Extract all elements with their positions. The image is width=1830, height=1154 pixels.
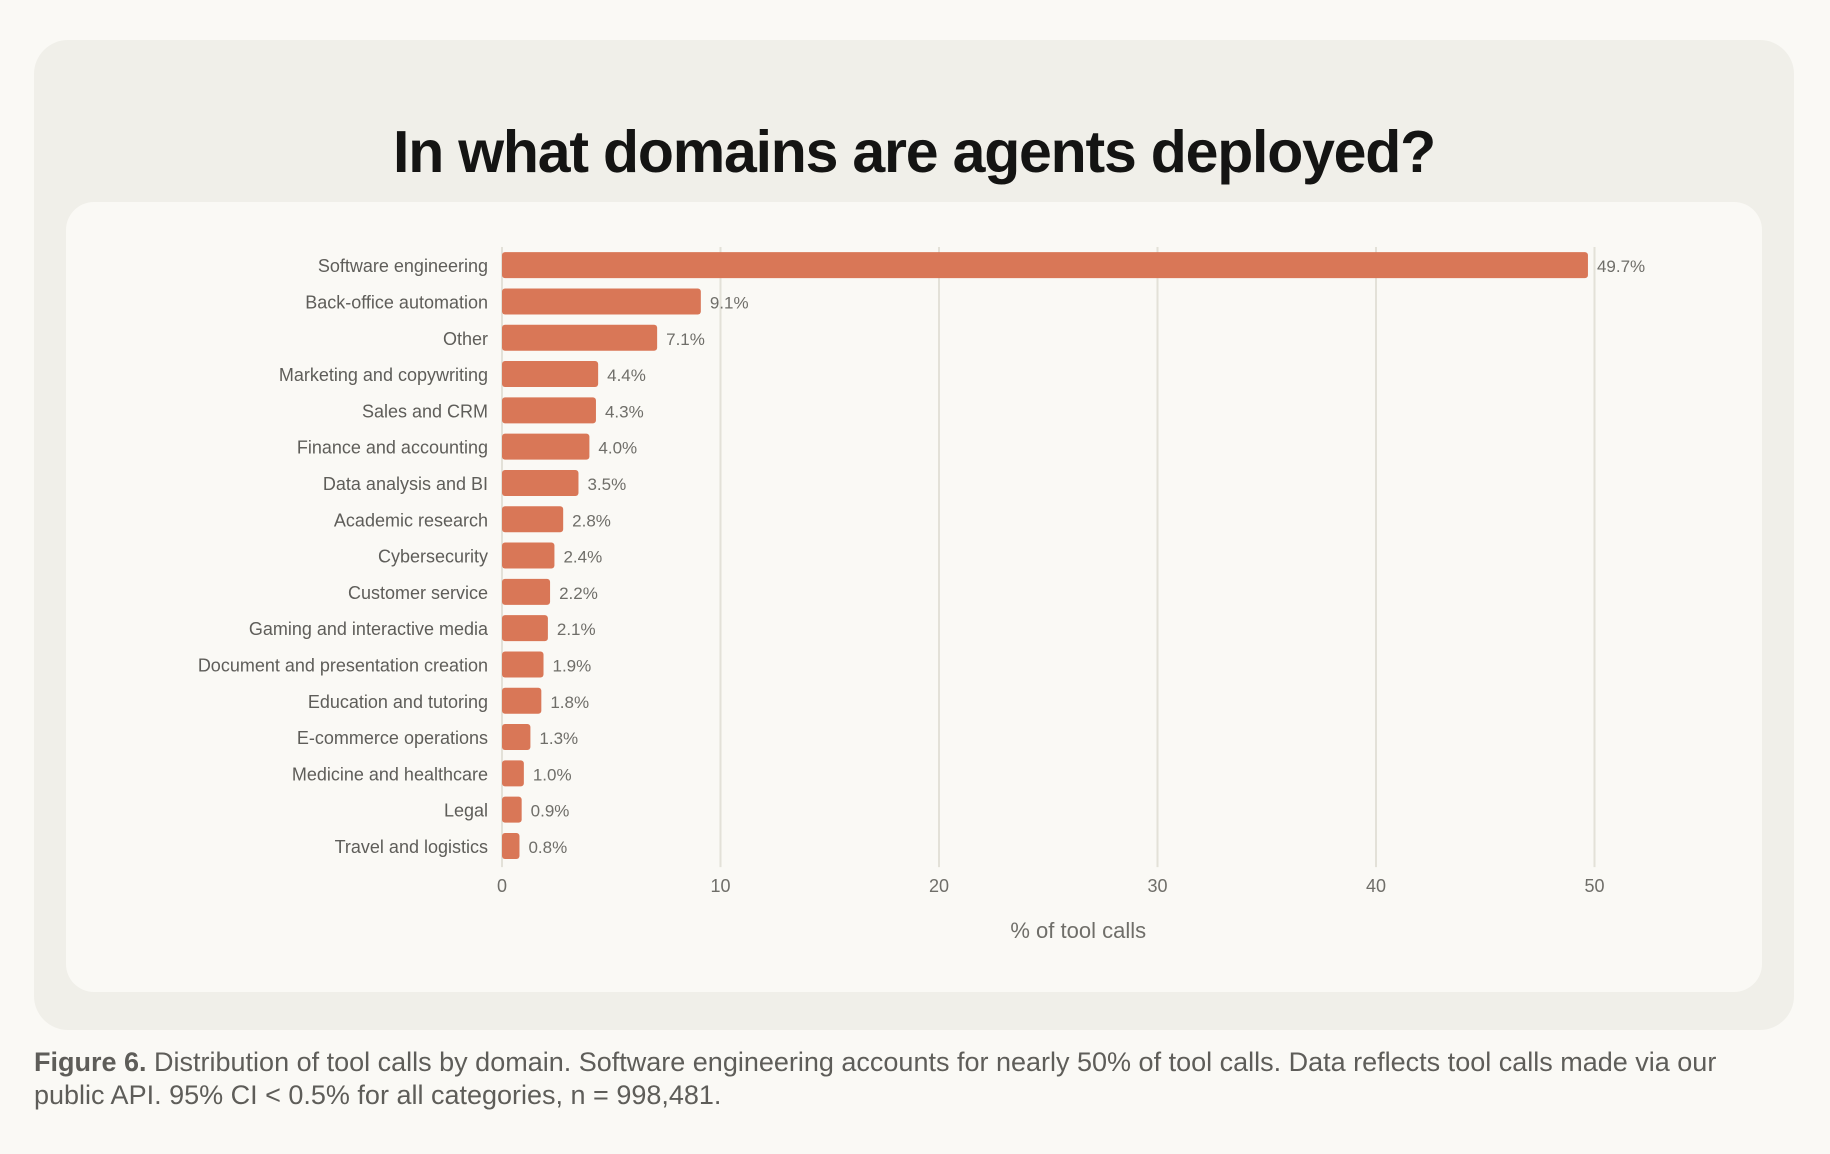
x-tick-label: 50 bbox=[1584, 876, 1604, 896]
bar bbox=[502, 760, 524, 787]
bar bbox=[502, 832, 520, 859]
chart-title: In what domains are agents deployed? bbox=[393, 119, 1436, 185]
category-label: Back-office automation bbox=[305, 292, 488, 312]
category-label: Medicine and healthcare bbox=[292, 764, 488, 784]
category-label: Marketing and copywriting bbox=[279, 365, 488, 385]
category-label: Education and tutoring bbox=[308, 692, 488, 712]
value-label: 1.3% bbox=[539, 729, 578, 748]
value-label: 0.9% bbox=[531, 802, 570, 821]
chart-panel: 0 10 20 30 40 50 Software engineering 49.7% Back… bbox=[66, 202, 1762, 992]
bar bbox=[502, 469, 579, 496]
category-label: Document and presentation creation bbox=[198, 655, 488, 675]
bar bbox=[502, 288, 701, 315]
figure-card: In what domains are agents deployed? 0 10… bbox=[34, 40, 1794, 1030]
figure-caption: Figure 6. Distribution of tool calls by … bbox=[34, 1046, 1794, 1112]
value-label: 2.4% bbox=[563, 548, 602, 567]
bar bbox=[502, 615, 548, 642]
category-label: Data analysis and BI bbox=[323, 474, 488, 494]
x-axis-label: % of tool calls bbox=[1010, 918, 1146, 943]
bar bbox=[502, 687, 542, 714]
x-tick-label: 0 bbox=[497, 876, 507, 896]
value-label: 2.2% bbox=[559, 584, 598, 603]
category-label: Sales and CRM bbox=[362, 401, 488, 421]
category-label: Gaming and interactive media bbox=[249, 619, 489, 639]
bar bbox=[502, 361, 599, 388]
bar-chart: 0 10 20 30 40 50 Software engineering 49.7% Back… bbox=[198, 247, 1645, 943]
category-label: Other bbox=[443, 329, 488, 349]
x-tick-label: 30 bbox=[1147, 876, 1167, 896]
value-label: 4.4% bbox=[607, 366, 646, 385]
bar bbox=[502, 397, 596, 424]
value-label: 2.8% bbox=[572, 511, 611, 530]
value-label: 4.0% bbox=[598, 439, 637, 458]
bar bbox=[502, 651, 544, 678]
value-label: 7.1% bbox=[666, 330, 705, 349]
category-label: E-commerce operations bbox=[297, 728, 488, 748]
x-tick-label: 40 bbox=[1366, 876, 1386, 896]
value-label: 4.3% bbox=[605, 402, 644, 421]
category-label: Finance and accounting bbox=[297, 438, 488, 458]
value-label: 1.8% bbox=[550, 693, 589, 712]
caption-label: Figure 6. bbox=[34, 1047, 147, 1077]
bar bbox=[502, 796, 522, 823]
bar bbox=[502, 252, 1588, 279]
category-label: Legal bbox=[444, 801, 488, 821]
value-label: 1.0% bbox=[533, 765, 572, 784]
bar bbox=[502, 433, 590, 460]
bar bbox=[502, 542, 555, 569]
category-label: Customer service bbox=[348, 583, 488, 603]
value-label: 3.5% bbox=[587, 475, 626, 494]
x-tick-label: 20 bbox=[929, 876, 949, 896]
value-label: 0.8% bbox=[528, 838, 567, 857]
value-label: 49.7% bbox=[1597, 257, 1645, 276]
x-tick-label: 10 bbox=[710, 876, 730, 896]
bar bbox=[502, 506, 564, 533]
category-label: Cybersecurity bbox=[378, 547, 488, 567]
caption-text: Distribution of tool calls by domain. So… bbox=[34, 1047, 1717, 1110]
value-label: 1.9% bbox=[553, 656, 592, 675]
value-label: 2.1% bbox=[557, 620, 596, 639]
bar bbox=[502, 324, 658, 351]
value-label: 9.1% bbox=[710, 293, 749, 312]
bar bbox=[502, 724, 531, 751]
bar bbox=[502, 578, 551, 605]
category-label: Travel and logistics bbox=[335, 837, 488, 857]
category-label: Academic research bbox=[334, 510, 488, 530]
category-label: Software engineering bbox=[318, 256, 488, 276]
